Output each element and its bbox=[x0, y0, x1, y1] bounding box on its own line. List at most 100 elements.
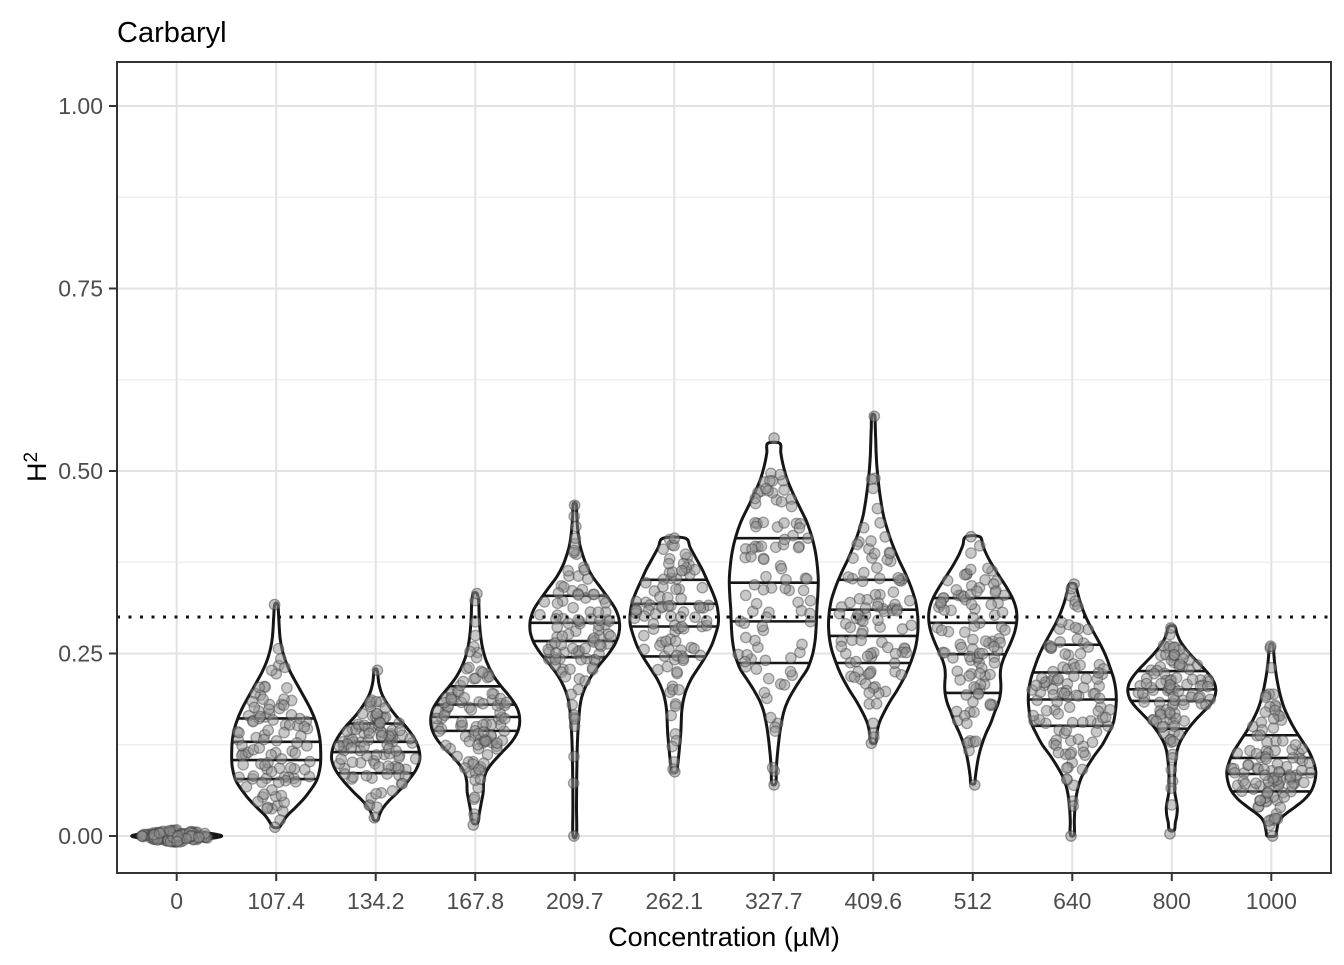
data-point bbox=[1269, 812, 1281, 825]
data-point bbox=[1254, 729, 1266, 742]
data-point bbox=[954, 674, 966, 686]
data-point bbox=[762, 672, 775, 685]
data-point bbox=[568, 510, 581, 523]
data-point bbox=[467, 819, 480, 831]
data-point bbox=[739, 589, 752, 602]
data-point bbox=[303, 755, 316, 768]
data-point bbox=[797, 584, 810, 597]
points-327.7 bbox=[732, 432, 817, 791]
data-point bbox=[979, 574, 991, 586]
data-point bbox=[471, 587, 483, 600]
data-point bbox=[1228, 766, 1241, 779]
points-262.1 bbox=[628, 532, 715, 778]
data-point bbox=[879, 531, 892, 543]
data-point bbox=[775, 562, 788, 575]
data-point bbox=[381, 768, 393, 780]
data-point bbox=[748, 578, 761, 591]
data-point bbox=[254, 710, 267, 723]
data-point bbox=[638, 643, 650, 656]
data-point bbox=[277, 699, 290, 712]
data-point bbox=[469, 672, 482, 685]
data-point bbox=[465, 704, 478, 716]
data-point bbox=[256, 776, 268, 789]
data-point bbox=[275, 753, 288, 765]
data-point bbox=[333, 739, 345, 752]
violin-layer bbox=[130, 410, 1318, 848]
data-point bbox=[895, 668, 908, 681]
y-tick-label: 1.00 bbox=[58, 93, 103, 119]
data-point bbox=[568, 544, 581, 557]
data-point bbox=[1092, 666, 1105, 679]
data-point bbox=[499, 712, 511, 725]
y-tick-label: 0.25 bbox=[58, 641, 103, 667]
data-point bbox=[269, 821, 281, 834]
data-point bbox=[1070, 689, 1083, 702]
data-point bbox=[768, 779, 780, 791]
data-point bbox=[750, 597, 763, 610]
data-point bbox=[283, 719, 296, 731]
data-point bbox=[968, 779, 981, 791]
data-point bbox=[1200, 698, 1212, 711]
data-point bbox=[870, 697, 883, 710]
violin-262.1 bbox=[628, 532, 721, 778]
data-point bbox=[784, 665, 797, 678]
data-point bbox=[360, 769, 373, 782]
violin-512 bbox=[927, 530, 1019, 791]
violin-209.7 bbox=[528, 499, 622, 842]
data-point bbox=[938, 646, 951, 659]
violin-1000 bbox=[1225, 640, 1318, 842]
data-point bbox=[950, 584, 963, 596]
data-point bbox=[982, 562, 994, 575]
data-point bbox=[500, 696, 513, 709]
data-point bbox=[550, 647, 562, 659]
data-point bbox=[1254, 794, 1267, 807]
data-point bbox=[1060, 724, 1073, 737]
data-point bbox=[979, 635, 992, 647]
data-point bbox=[863, 686, 876, 699]
data-point bbox=[477, 726, 490, 738]
data-point bbox=[538, 596, 551, 608]
data-point bbox=[562, 617, 575, 630]
data-point bbox=[888, 657, 901, 670]
data-point bbox=[247, 770, 260, 782]
points-209.7 bbox=[534, 499, 617, 842]
data-point bbox=[551, 621, 564, 634]
points-800 bbox=[1132, 622, 1217, 840]
data-point bbox=[964, 563, 977, 576]
data-point bbox=[278, 726, 290, 739]
violin-640 bbox=[1026, 578, 1118, 842]
data-point bbox=[694, 601, 707, 614]
points-134.2 bbox=[333, 664, 422, 824]
data-point bbox=[1072, 600, 1084, 613]
data-point bbox=[1140, 677, 1153, 690]
data-point bbox=[947, 652, 959, 664]
data-point bbox=[1052, 672, 1065, 685]
data-point bbox=[671, 666, 683, 678]
data-point bbox=[1274, 801, 1287, 814]
data-point bbox=[757, 583, 770, 596]
data-point bbox=[374, 717, 387, 729]
data-point bbox=[969, 735, 982, 748]
x-tick-label: 262.1 bbox=[645, 888, 703, 914]
data-point bbox=[965, 598, 978, 611]
data-point bbox=[363, 727, 376, 740]
data-point bbox=[1093, 692, 1106, 705]
data-point bbox=[864, 667, 876, 679]
data-point bbox=[258, 788, 271, 801]
data-point bbox=[764, 711, 777, 724]
data-point bbox=[1076, 716, 1089, 729]
data-point bbox=[1164, 827, 1176, 840]
panel-border bbox=[116, 61, 1332, 874]
data-point bbox=[891, 604, 903, 617]
data-point bbox=[657, 543, 670, 556]
data-point bbox=[1192, 692, 1205, 704]
data-point bbox=[257, 693, 269, 706]
data-point bbox=[1264, 640, 1277, 653]
data-point bbox=[278, 661, 291, 674]
data-point bbox=[604, 630, 617, 642]
data-point bbox=[796, 638, 808, 651]
data-point bbox=[265, 664, 278, 677]
data-point bbox=[963, 670, 976, 682]
data-point bbox=[1173, 658, 1186, 671]
